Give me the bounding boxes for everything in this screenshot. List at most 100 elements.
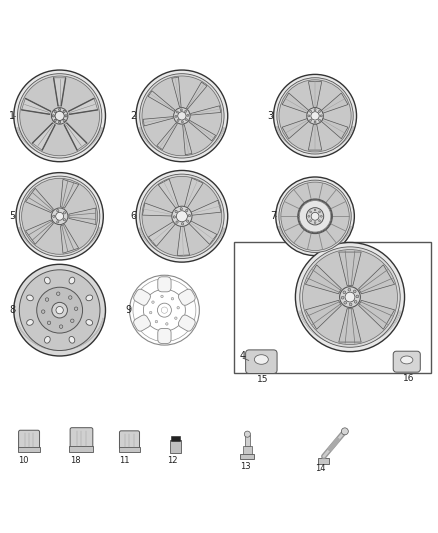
Circle shape [185,119,187,120]
Circle shape [155,320,158,323]
Polygon shape [148,221,176,246]
Circle shape [318,119,321,122]
Polygon shape [184,178,203,208]
Circle shape [37,287,82,333]
Circle shape [177,119,179,122]
Ellipse shape [86,295,92,301]
Polygon shape [172,77,181,107]
Text: 3: 3 [267,111,273,121]
FancyBboxPatch shape [134,315,151,331]
Circle shape [63,110,65,112]
Circle shape [177,306,180,309]
Circle shape [314,109,316,111]
Circle shape [54,110,56,112]
Polygon shape [21,99,51,114]
FancyBboxPatch shape [120,431,140,449]
Circle shape [299,200,332,233]
Polygon shape [305,265,341,294]
Circle shape [63,119,65,122]
Circle shape [18,74,102,158]
Text: 8: 8 [10,305,16,315]
Polygon shape [53,78,66,106]
Circle shape [71,319,74,322]
Text: 16: 16 [403,374,415,383]
FancyBboxPatch shape [158,277,171,292]
Circle shape [74,307,78,310]
Circle shape [353,290,356,293]
Text: 7: 7 [271,211,277,221]
Polygon shape [339,309,361,342]
Circle shape [281,182,349,251]
Circle shape [176,221,178,223]
FancyBboxPatch shape [178,315,195,331]
Circle shape [341,428,348,435]
Polygon shape [308,124,321,150]
Circle shape [59,108,61,110]
Circle shape [300,247,400,348]
Circle shape [136,171,228,262]
Circle shape [188,214,191,217]
Ellipse shape [45,336,50,343]
Polygon shape [305,301,341,329]
Circle shape [311,212,319,220]
Circle shape [310,110,312,112]
FancyBboxPatch shape [158,328,171,343]
Circle shape [59,325,63,328]
Circle shape [63,212,66,214]
Bar [245,435,250,446]
Circle shape [277,78,353,154]
Circle shape [244,431,251,437]
Circle shape [274,75,357,157]
Circle shape [51,208,68,224]
Polygon shape [359,301,395,329]
Circle shape [140,174,224,259]
Polygon shape [188,221,217,244]
Circle shape [175,211,177,213]
Bar [119,447,140,452]
Circle shape [310,211,311,213]
Polygon shape [308,82,321,108]
Circle shape [307,108,323,124]
Bar [18,447,40,452]
Circle shape [310,119,312,122]
Circle shape [320,115,322,117]
Circle shape [173,108,190,124]
Circle shape [45,298,49,301]
Circle shape [345,292,355,302]
Polygon shape [60,179,79,208]
Circle shape [311,112,319,120]
Circle shape [314,121,316,123]
Bar [70,446,93,452]
Circle shape [308,215,310,217]
FancyBboxPatch shape [393,351,420,372]
Polygon shape [60,224,79,253]
Polygon shape [64,123,87,150]
Circle shape [181,223,184,225]
Circle shape [303,249,397,344]
Circle shape [349,303,352,306]
Text: 5: 5 [10,211,16,221]
Polygon shape [25,188,53,213]
FancyBboxPatch shape [246,350,277,374]
Polygon shape [282,93,309,113]
Text: 12: 12 [166,456,177,465]
Bar [243,446,252,454]
FancyBboxPatch shape [178,289,195,305]
Circle shape [57,221,59,223]
Text: 18: 18 [71,456,81,465]
Bar [171,437,180,441]
Polygon shape [321,118,348,139]
Polygon shape [183,125,192,155]
Circle shape [348,288,351,291]
Text: 4: 4 [240,351,246,360]
Text: 14: 14 [315,464,325,473]
Polygon shape [69,208,96,224]
Circle shape [180,109,182,111]
Circle shape [161,295,163,297]
Circle shape [339,287,360,308]
Circle shape [54,119,56,122]
Polygon shape [177,225,190,255]
Ellipse shape [69,277,75,284]
Circle shape [140,74,224,158]
Circle shape [310,220,311,222]
